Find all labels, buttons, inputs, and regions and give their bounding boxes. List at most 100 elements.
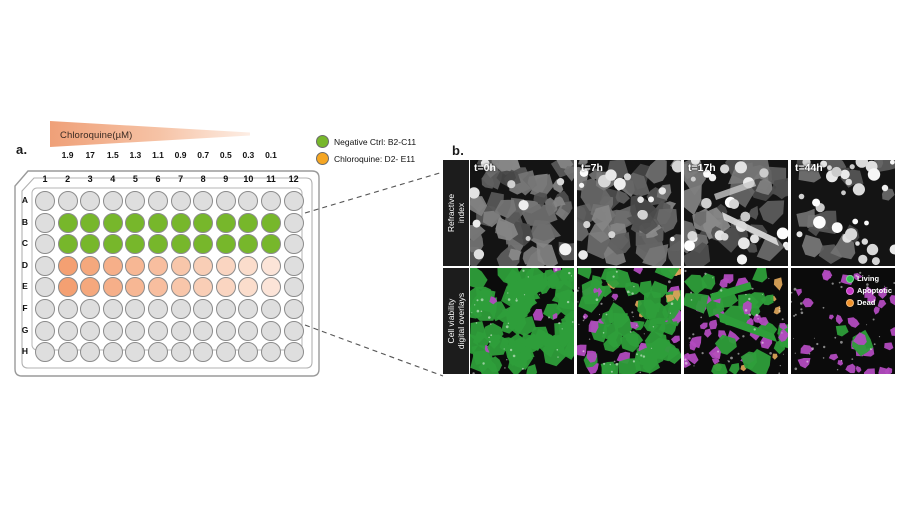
well-B11[interactable] bbox=[261, 212, 281, 233]
well-B5[interactable] bbox=[125, 212, 146, 233]
well-C9[interactable] bbox=[215, 234, 236, 255]
well-A7[interactable] bbox=[170, 191, 191, 211]
well-G9[interactable] bbox=[215, 320, 236, 341]
well-A12[interactable] bbox=[283, 191, 304, 211]
well-G8[interactable] bbox=[193, 320, 214, 341]
well-D4[interactable] bbox=[102, 255, 123, 276]
well-A11[interactable] bbox=[261, 191, 281, 211]
well-F1[interactable] bbox=[35, 299, 55, 319]
well-H11[interactable] bbox=[261, 342, 281, 363]
well-G5[interactable] bbox=[125, 320, 146, 341]
well-A9[interactable] bbox=[215, 191, 236, 211]
well-C2[interactable] bbox=[57, 234, 78, 255]
viability-legend-item-apoptotic: Apoptotic bbox=[846, 285, 892, 296]
well-E1[interactable] bbox=[35, 277, 55, 298]
well-D7[interactable] bbox=[170, 255, 191, 276]
well-B4[interactable] bbox=[102, 212, 123, 233]
well-H10[interactable] bbox=[238, 342, 259, 363]
well-G3[interactable] bbox=[80, 320, 101, 341]
well-E7[interactable] bbox=[170, 277, 191, 298]
well-D9[interactable] bbox=[215, 255, 236, 276]
well-F2[interactable] bbox=[57, 299, 78, 319]
well-E6[interactable] bbox=[148, 277, 168, 298]
well-A10[interactable] bbox=[238, 191, 259, 211]
well-F8[interactable] bbox=[193, 299, 214, 319]
well-G7[interactable] bbox=[170, 320, 191, 341]
column-header-10: 10 bbox=[243, 174, 254, 184]
well-E2[interactable] bbox=[57, 277, 78, 298]
well-F3[interactable] bbox=[80, 299, 101, 319]
well-E4[interactable] bbox=[102, 277, 123, 298]
well-F7[interactable] bbox=[170, 299, 191, 319]
well-G12[interactable] bbox=[283, 320, 304, 341]
well-D5[interactable] bbox=[125, 255, 146, 276]
well-C1[interactable] bbox=[35, 234, 55, 255]
apoptotic-dot-icon bbox=[846, 286, 854, 295]
well-H8[interactable] bbox=[193, 342, 214, 363]
well-B1[interactable] bbox=[35, 212, 55, 233]
well-F11[interactable] bbox=[261, 299, 281, 319]
well-C10[interactable] bbox=[238, 234, 259, 255]
well-H1[interactable] bbox=[35, 342, 55, 363]
well-B10[interactable] bbox=[238, 212, 259, 233]
well-E3[interactable] bbox=[80, 277, 101, 298]
well-G10[interactable] bbox=[238, 320, 259, 341]
well-B6[interactable] bbox=[148, 212, 168, 233]
well-C12[interactable] bbox=[283, 234, 304, 255]
well-H12[interactable] bbox=[283, 342, 304, 363]
well-G11[interactable] bbox=[261, 320, 281, 341]
well-H6[interactable] bbox=[148, 342, 168, 363]
well-F12[interactable] bbox=[283, 299, 304, 319]
well-H3[interactable] bbox=[80, 342, 101, 363]
well-E5[interactable] bbox=[125, 277, 146, 298]
well-C8[interactable] bbox=[193, 234, 214, 255]
well-A2[interactable] bbox=[57, 191, 78, 211]
well-H2[interactable] bbox=[57, 342, 78, 363]
well-G4[interactable] bbox=[102, 320, 123, 341]
well-H5[interactable] bbox=[125, 342, 146, 363]
well-F10[interactable] bbox=[238, 299, 259, 319]
well-F9[interactable] bbox=[215, 299, 236, 319]
well-E11[interactable] bbox=[261, 277, 281, 298]
well-B9[interactable] bbox=[215, 212, 236, 233]
well-E8[interactable] bbox=[193, 277, 214, 298]
well-G2[interactable] bbox=[57, 320, 78, 341]
well-B2[interactable] bbox=[57, 212, 78, 233]
well-A1[interactable] bbox=[35, 191, 55, 211]
well-C3[interactable] bbox=[80, 234, 101, 255]
well-D1[interactable] bbox=[35, 255, 55, 276]
well-C7[interactable] bbox=[170, 234, 191, 255]
well-B7[interactable] bbox=[170, 212, 191, 233]
well-G1[interactable] bbox=[35, 320, 55, 341]
well-D2[interactable] bbox=[57, 255, 78, 276]
well-E10[interactable] bbox=[238, 277, 259, 298]
well-D3[interactable] bbox=[80, 255, 101, 276]
well-C6[interactable] bbox=[148, 234, 168, 255]
well-B3[interactable] bbox=[80, 212, 101, 233]
well-A3[interactable] bbox=[80, 191, 101, 211]
well-B8[interactable] bbox=[193, 212, 214, 233]
well-A5[interactable] bbox=[125, 191, 146, 211]
well-A6[interactable] bbox=[148, 191, 168, 211]
well-C11[interactable] bbox=[261, 234, 281, 255]
well-D10[interactable] bbox=[238, 255, 259, 276]
well-B12[interactable] bbox=[283, 212, 304, 233]
well-D11[interactable] bbox=[261, 255, 281, 276]
well-D6[interactable] bbox=[148, 255, 168, 276]
well-D12[interactable] bbox=[283, 255, 304, 276]
well-F6[interactable] bbox=[148, 299, 168, 319]
well-C4[interactable] bbox=[102, 234, 123, 255]
well-H7[interactable] bbox=[170, 342, 191, 363]
concentration-label-5: 1.1 bbox=[152, 150, 164, 160]
well-H4[interactable] bbox=[102, 342, 123, 363]
well-E9[interactable] bbox=[215, 277, 236, 298]
well-F5[interactable] bbox=[125, 299, 146, 319]
well-H9[interactable] bbox=[215, 342, 236, 363]
well-A8[interactable] bbox=[193, 191, 214, 211]
well-F4[interactable] bbox=[102, 299, 123, 319]
well-E12[interactable] bbox=[283, 277, 304, 298]
well-G6[interactable] bbox=[148, 320, 168, 341]
well-C5[interactable] bbox=[125, 234, 146, 255]
well-D8[interactable] bbox=[193, 255, 214, 276]
well-A4[interactable] bbox=[102, 191, 123, 211]
